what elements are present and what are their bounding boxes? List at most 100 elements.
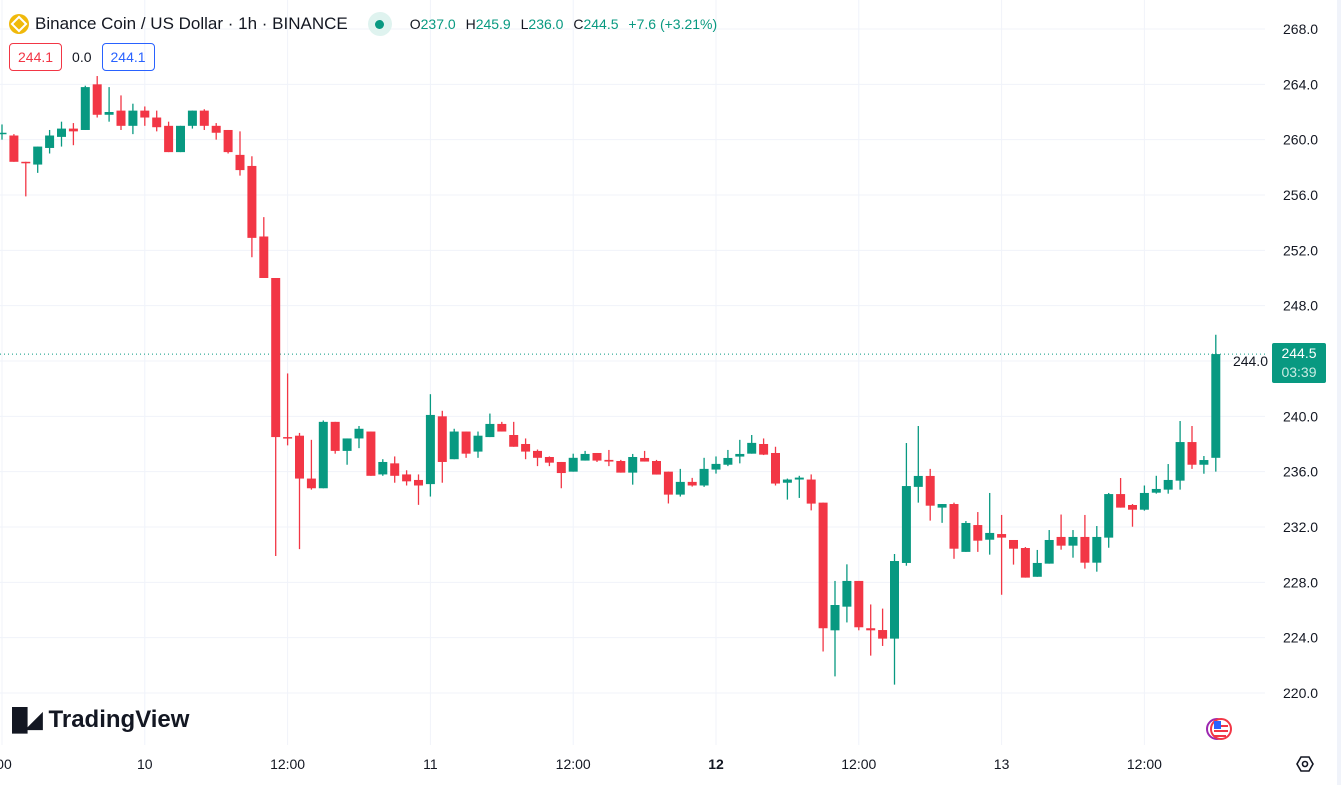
time-tick-label: 11 bbox=[423, 756, 438, 772]
time-tick-label: 12:00 bbox=[841, 756, 876, 772]
candle-body bbox=[937, 504, 947, 508]
candle-down bbox=[949, 502, 959, 559]
candle-body bbox=[271, 277, 281, 438]
candle-body bbox=[735, 453, 745, 457]
candle-body bbox=[782, 479, 792, 483]
candle-up bbox=[1104, 492, 1114, 548]
candle-body bbox=[461, 431, 471, 454]
candle-down bbox=[997, 514, 1007, 595]
candle-body bbox=[580, 453, 590, 461]
candle-down bbox=[271, 277, 281, 557]
candle-body bbox=[866, 628, 876, 631]
candle-up bbox=[1032, 549, 1042, 577]
time-axis[interactable]: :00 10 12:00 11 12:00 12 12:00 13 12:00 bbox=[0, 756, 1162, 772]
candles bbox=[0, 76, 1221, 685]
candle-up bbox=[57, 121, 66, 147]
candle-up bbox=[675, 468, 685, 497]
candle-up bbox=[1151, 475, 1161, 494]
time-tick-label: 12 bbox=[708, 756, 724, 772]
candle-body bbox=[259, 236, 269, 278]
candle-body bbox=[223, 129, 233, 153]
candle-body bbox=[187, 110, 197, 126]
candle-down bbox=[259, 217, 269, 278]
candle-body bbox=[1104, 494, 1114, 538]
symbol-legend: Binance Coin / US Dollar · 1h · BINANCE … bbox=[9, 12, 723, 36]
candle-down bbox=[521, 438, 531, 460]
candle-down bbox=[199, 109, 209, 130]
candle-body bbox=[544, 456, 554, 463]
price-tick-label: 220.0 bbox=[1283, 685, 1318, 701]
candle-body bbox=[961, 522, 971, 552]
tradingview-logo[interactable]: █◢ TradingView bbox=[12, 706, 189, 734]
candle-up bbox=[782, 478, 792, 500]
candle-down bbox=[223, 129, 233, 154]
buy-button[interactable]: 244.1 bbox=[101, 43, 155, 71]
candle-body bbox=[747, 442, 757, 454]
candle-body bbox=[1163, 479, 1173, 490]
candle-up bbox=[1139, 485, 1149, 511]
candle-body bbox=[366, 431, 376, 476]
candle-up bbox=[568, 453, 578, 472]
candle-down bbox=[235, 131, 245, 176]
symbol-title[interactable]: Binance Coin / US Dollar · 1h · BINANCE bbox=[35, 14, 348, 33]
time-tick-label: :00 bbox=[0, 756, 12, 772]
candle-body bbox=[80, 87, 90, 130]
candle-body bbox=[711, 463, 721, 470]
candle-body bbox=[390, 463, 400, 476]
logo-text: TradingView bbox=[48, 706, 190, 733]
candle-up bbox=[318, 420, 328, 489]
candle-body bbox=[592, 452, 602, 461]
candle-body bbox=[1009, 539, 1018, 549]
candle-up bbox=[176, 125, 185, 153]
candle-body bbox=[842, 580, 852, 607]
ohlc-values: O237.0 H245.9 L236.0 C244.5 +7.6 (+3.21%… bbox=[410, 16, 723, 32]
candle-body bbox=[1068, 536, 1078, 546]
candle-down bbox=[640, 450, 650, 462]
candle-body bbox=[985, 532, 995, 540]
candle-body bbox=[556, 461, 566, 474]
candle-body bbox=[616, 461, 626, 473]
candle-body bbox=[568, 457, 578, 472]
us-flag-icon[interactable] bbox=[1206, 716, 1232, 742]
candle-down bbox=[437, 410, 447, 483]
last-price: 244.5 bbox=[1281, 345, 1317, 361]
candle-body bbox=[152, 117, 162, 128]
candle-body bbox=[485, 423, 495, 438]
candle-down bbox=[211, 123, 221, 140]
candle-body bbox=[283, 437, 293, 439]
candle-down bbox=[604, 449, 614, 467]
candle-down bbox=[806, 474, 816, 511]
candle-body bbox=[687, 481, 697, 486]
candle-body bbox=[330, 421, 340, 451]
candle-down bbox=[295, 432, 304, 550]
candle-body bbox=[759, 443, 769, 455]
candle-down bbox=[592, 452, 602, 462]
candle-down bbox=[759, 438, 769, 456]
candle-down bbox=[652, 459, 661, 475]
candle-down bbox=[366, 431, 376, 476]
price-axis[interactable]: 220.0 224.0 228.0 232.0 236.0 240.0 244.0 248.0… bbox=[1233, 21, 1318, 701]
settings-icon[interactable] bbox=[1296, 755, 1314, 773]
candle-up bbox=[33, 146, 43, 173]
candle-down bbox=[1116, 478, 1126, 508]
candle-up bbox=[1044, 530, 1054, 564]
candle-up bbox=[449, 428, 459, 460]
candle-up bbox=[128, 103, 138, 135]
candle-body bbox=[140, 110, 150, 118]
candle-body bbox=[33, 146, 43, 165]
candle-body bbox=[901, 486, 911, 563]
candle-up bbox=[901, 443, 911, 566]
chart-border bbox=[1337, 0, 1341, 785]
candle-down bbox=[1009, 539, 1018, 565]
candle-down bbox=[866, 604, 876, 656]
candle-body bbox=[295, 435, 304, 479]
candle-body bbox=[473, 435, 483, 452]
candle-body bbox=[318, 421, 328, 489]
candle-body bbox=[663, 471, 673, 495]
candle-up bbox=[711, 456, 721, 474]
time-tick-label: 13 bbox=[994, 756, 1010, 772]
binance-coin-icon bbox=[9, 14, 29, 34]
candle-body bbox=[830, 605, 840, 631]
sell-button[interactable]: 244.1 bbox=[9, 43, 63, 71]
